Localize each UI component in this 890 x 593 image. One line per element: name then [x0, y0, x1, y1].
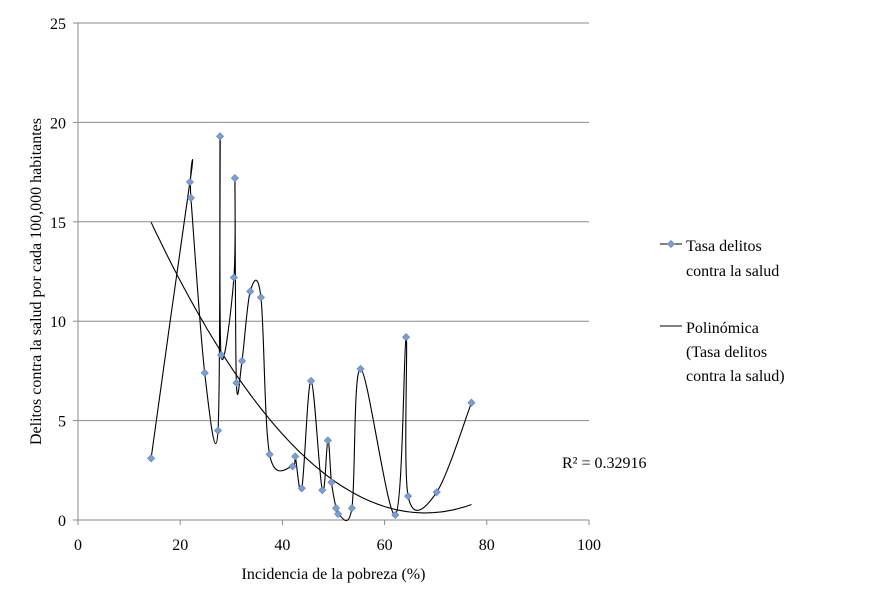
data-point — [217, 350, 226, 360]
data-point — [332, 504, 341, 513]
data-points — [147, 132, 476, 520]
data-point — [291, 452, 300, 461]
data-point — [147, 454, 156, 463]
data-point — [323, 436, 332, 445]
x-tick-label: 0 — [74, 537, 82, 554]
legend-marker-series — [666, 239, 676, 249]
data-point — [404, 492, 413, 501]
data-point — [216, 132, 225, 141]
data-point — [327, 478, 336, 487]
data-point — [256, 293, 265, 302]
data-point — [230, 174, 239, 183]
data-point — [356, 364, 365, 373]
legend-label-trendline: contra la salud) — [686, 368, 785, 385]
data-point — [347, 504, 356, 513]
y-tick-labels: 0 5 10 15 20 25 — [50, 16, 66, 530]
data-point — [432, 488, 441, 497]
polynomial-trendline — [150, 221, 472, 514]
x-tick-label: 100 — [577, 537, 601, 554]
x-tick-label: 80 — [479, 537, 495, 554]
data-point — [238, 356, 247, 365]
legend-label-series: contra la salud — [686, 263, 779, 280]
data-point — [306, 376, 316, 385]
data-point — [467, 398, 476, 407]
y-tick-label: 10 — [50, 314, 66, 331]
x-tick-label: 60 — [377, 537, 393, 554]
axes — [73, 22, 590, 525]
y-tick-label: 15 — [50, 215, 66, 232]
data-point — [318, 486, 327, 495]
data-point — [229, 273, 238, 282]
data-point — [200, 368, 209, 377]
legend-label-trendline: Polinómica — [686, 320, 759, 337]
gridlines — [78, 22, 589, 422]
x-axis-title: Incidencia de la pobreza (%) — [242, 566, 426, 583]
data-point — [265, 450, 274, 459]
data-point — [213, 426, 223, 435]
data-point — [391, 511, 400, 520]
data-point — [402, 333, 411, 342]
legend: Tasa delitos contra la salud Polinómica (Ta… — [660, 238, 785, 385]
y-axis-title: Delitos contra la salud por cada 100,000… — [28, 118, 45, 445]
y-tick-label: 25 — [50, 16, 66, 33]
data-point — [297, 484, 306, 493]
y-tick-label: 0 — [58, 513, 66, 530]
legend-label-trendline: (Tasa delitos — [686, 344, 767, 361]
data-point — [288, 462, 297, 471]
y-tick-label: 5 — [58, 414, 66, 431]
legend-label-series: Tasa delitos — [686, 238, 762, 255]
x-tick-label: 20 — [172, 537, 188, 554]
x-tick-label: 40 — [274, 537, 290, 554]
x-tick-labels: 0 20 40 60 80 100 — [74, 537, 601, 554]
data-point — [334, 510, 343, 519]
data-point — [232, 378, 241, 387]
data-point — [185, 178, 194, 187]
r-squared-annotation: R² = 0.32916 — [562, 455, 647, 472]
data-point — [246, 287, 255, 296]
y-tick-label: 20 — [50, 115, 66, 132]
data-point — [186, 193, 195, 202]
